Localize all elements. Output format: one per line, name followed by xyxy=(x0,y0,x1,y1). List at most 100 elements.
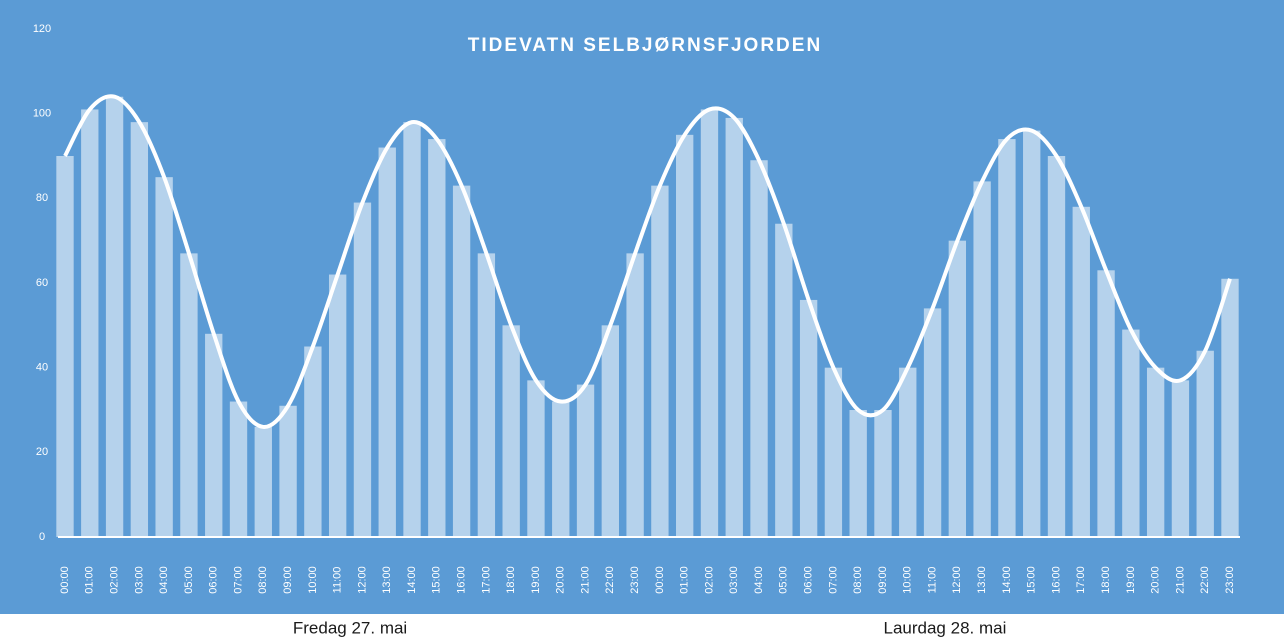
tide-line xyxy=(63,94,1232,429)
x-tick-label: 16:00 xyxy=(1050,566,1062,594)
bar xyxy=(874,410,892,537)
y-tick-label: 100 xyxy=(33,108,51,120)
bar xyxy=(799,299,818,537)
bar xyxy=(452,185,471,537)
y-tick-label: 80 xyxy=(36,192,48,204)
x-tick-label: 02:00 xyxy=(703,566,715,594)
bar xyxy=(576,384,595,537)
x-tick-label: 17:00 xyxy=(480,566,492,594)
bar xyxy=(1047,156,1066,537)
y-tick-label: 0 xyxy=(39,531,45,543)
y-tick-label: 40 xyxy=(36,362,48,374)
y-tick-label: 120 xyxy=(33,23,51,35)
bar xyxy=(849,410,867,537)
bar xyxy=(502,325,520,537)
x-tick-label: 02:00 xyxy=(108,566,120,594)
bar xyxy=(279,405,297,537)
x-tick-label: 09:00 xyxy=(282,566,294,594)
bar xyxy=(304,346,322,537)
x-tick-label: 23:00 xyxy=(629,566,641,594)
x-tick-label: 22:00 xyxy=(1199,566,1211,594)
bar xyxy=(428,139,446,538)
x-tick-label: 19:00 xyxy=(530,566,542,594)
bar xyxy=(923,308,942,537)
day-label: Laurdag 28. mai xyxy=(884,618,1007,637)
bar xyxy=(1221,278,1239,537)
bar xyxy=(1146,367,1165,537)
x-tick-label: 01:00 xyxy=(679,566,691,594)
x-tick-label: 06:00 xyxy=(803,566,815,594)
x-tick-label: 19:00 xyxy=(1125,566,1137,594)
bar xyxy=(750,160,768,537)
x-tick-label: 07:00 xyxy=(827,566,839,594)
x-tick-label: 13:00 xyxy=(976,566,988,594)
bar xyxy=(81,109,99,537)
bar xyxy=(403,122,421,537)
bar xyxy=(948,240,967,537)
footer-strip xyxy=(0,614,1284,642)
x-tick-label: 16:00 xyxy=(456,566,468,594)
bar xyxy=(725,117,743,538)
x-tick-label: 14:00 xyxy=(406,566,418,594)
bar xyxy=(998,139,1016,538)
x-tick-label: 08:00 xyxy=(257,566,269,594)
bar xyxy=(1196,350,1214,537)
x-tick-label: 06:00 xyxy=(208,566,220,594)
x-tick-label: 03:00 xyxy=(728,566,740,594)
y-tick-label: 60 xyxy=(36,277,48,289)
bar xyxy=(1097,270,1115,537)
x-tick-label: 12:00 xyxy=(951,566,963,594)
x-tick-label: 15:00 xyxy=(431,566,443,594)
x-tick-label: 05:00 xyxy=(183,566,195,594)
x-tick-label: 11:00 xyxy=(926,567,938,594)
bar xyxy=(229,401,248,537)
x-tick-label: 04:00 xyxy=(753,566,765,594)
bar xyxy=(700,109,719,537)
x-tick-label: 10:00 xyxy=(902,566,914,594)
x-tick-label: 01:00 xyxy=(84,566,96,594)
x-tick-label: 22:00 xyxy=(604,566,616,594)
bar xyxy=(651,185,669,537)
x-tick-label: 04:00 xyxy=(158,566,170,594)
x-tick-label: 13:00 xyxy=(381,566,393,594)
bar xyxy=(552,401,570,537)
x-tick-label: 20:00 xyxy=(1150,566,1162,594)
chart-title: TIDEVATN SELBJØRNSFJORDEN xyxy=(468,35,822,56)
x-tick-label: 21:00 xyxy=(579,566,591,594)
bar xyxy=(353,202,372,538)
bar xyxy=(775,223,793,537)
bar xyxy=(155,177,173,537)
bar xyxy=(527,380,545,537)
bar xyxy=(130,122,149,537)
day-label: Fredag 27. mai xyxy=(293,618,407,637)
x-tick-label: 00:00 xyxy=(59,566,71,594)
bar xyxy=(899,367,917,537)
x-tick-label: 17:00 xyxy=(1075,566,1087,594)
bar xyxy=(56,156,74,537)
x-tick-label: 12:00 xyxy=(356,566,368,594)
x-tick-label: 11:00 xyxy=(332,567,344,594)
bar xyxy=(1072,206,1090,538)
x-tick-label: 05:00 xyxy=(778,566,790,594)
x-tick-label: 08:00 xyxy=(852,566,864,594)
x-tick-label: 21:00 xyxy=(1174,566,1186,594)
bar xyxy=(378,147,396,538)
x-tick-label: 03:00 xyxy=(133,566,145,594)
x-tick-label: 15:00 xyxy=(1026,566,1038,594)
x-tick-label: 14:00 xyxy=(1001,566,1013,594)
x-tick-label: 23:00 xyxy=(1224,566,1236,594)
x-tick-label: 00:00 xyxy=(654,566,666,594)
y-tick-label: 20 xyxy=(36,446,48,458)
bar xyxy=(254,426,272,537)
bar xyxy=(824,367,843,537)
x-tick-label: 18:00 xyxy=(1100,566,1112,594)
bar xyxy=(1122,329,1140,537)
bar xyxy=(601,325,619,537)
x-tick-label: 09:00 xyxy=(877,566,889,594)
bar xyxy=(626,253,644,537)
x-tick-label: 07:00 xyxy=(232,566,244,594)
bar xyxy=(477,253,496,537)
x-tick-label: 20:00 xyxy=(555,566,567,594)
